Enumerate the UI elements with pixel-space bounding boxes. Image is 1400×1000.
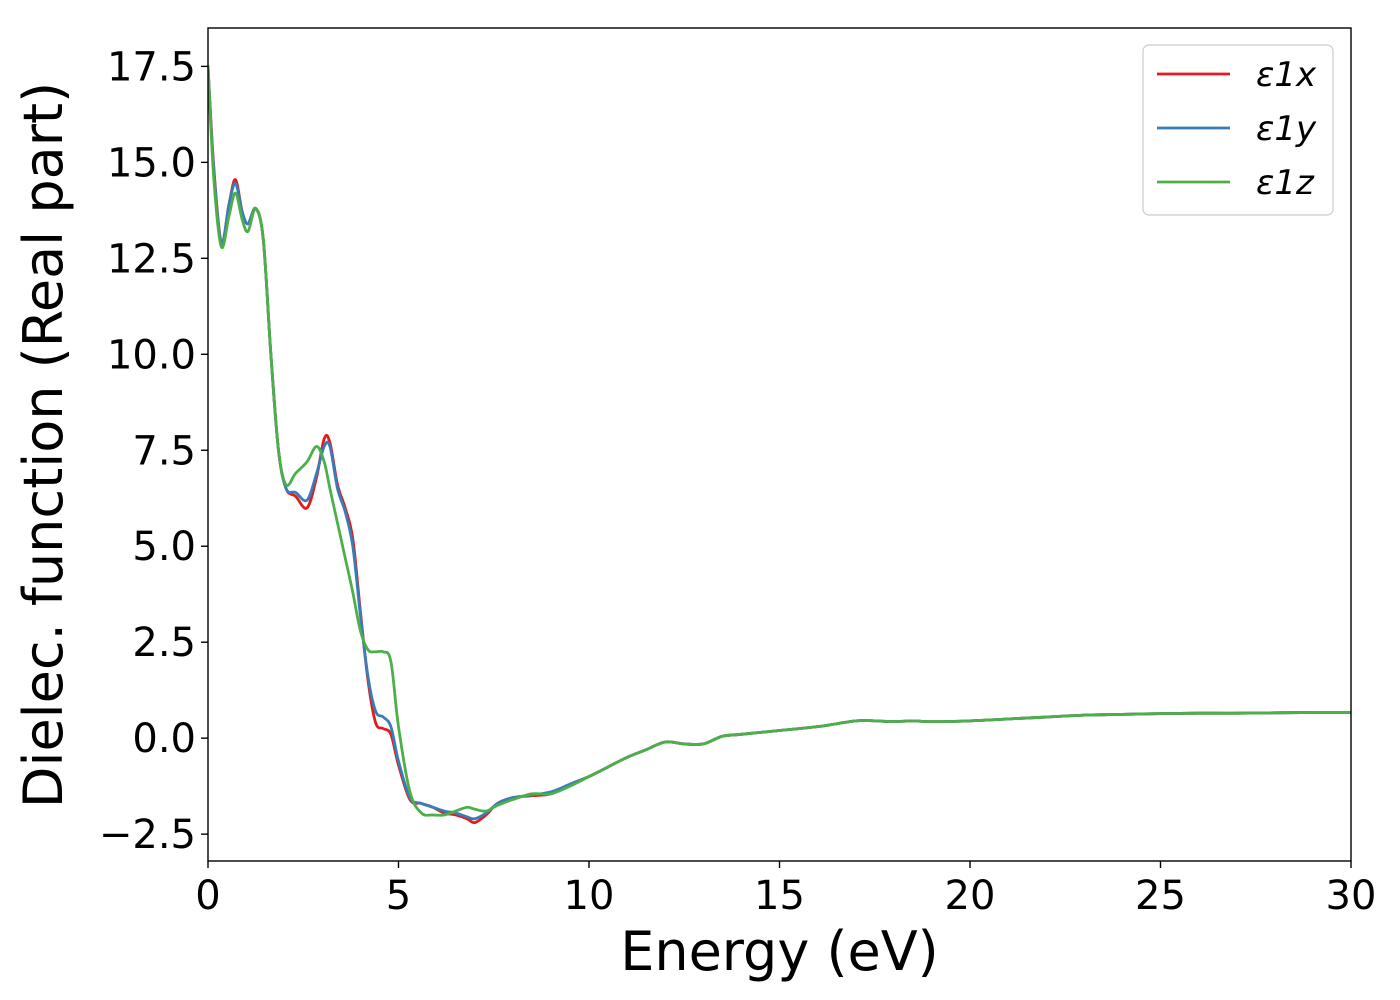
y-tick-label: 7.5 [132, 428, 196, 474]
legend-label-2: ε1y [1256, 109, 1317, 149]
x-axis-title: Energy (eV) [620, 920, 939, 983]
legend-label-1: ε1x [1256, 55, 1317, 95]
legend-frame [1142, 44, 1334, 216]
axes-layer: 0 5 10 15 20 25 30 −2.5 0.0 2.5 5.0 7.5 10.0 12.5 15.0… [99, 44, 1377, 919]
x-tick-label: 15 [754, 873, 805, 919]
x-tick-label: 5 [386, 873, 411, 919]
y-tick-label: 10.0 [107, 332, 196, 378]
legend: ε1x ε1y ε1z [1142, 44, 1334, 216]
series-layer [208, 64, 1351, 825]
series-line-3 [208, 64, 1351, 817]
x-tick-label: 20 [945, 873, 996, 919]
y-tick-label: 2.5 [132, 620, 196, 666]
x-tick-label: 30 [1326, 873, 1377, 919]
x-tick-label: 0 [195, 873, 220, 919]
y-tick-label: −2.5 [99, 812, 196, 858]
x-tick-label: 10 [564, 873, 615, 919]
legend-label-3: ε1z [1256, 163, 1315, 203]
y-tick-label: 5.0 [132, 524, 196, 570]
x-tick-label: 25 [1135, 873, 1186, 919]
plot-frame [207, 27, 1352, 862]
y-tick-label: 12.5 [107, 236, 196, 282]
y-tick-label: 15.0 [107, 140, 196, 186]
y-tick-label: 17.5 [107, 44, 196, 90]
y-tick-label: 0.0 [132, 716, 196, 762]
y-axis-title: Dielec. function (Real part) [12, 82, 75, 808]
